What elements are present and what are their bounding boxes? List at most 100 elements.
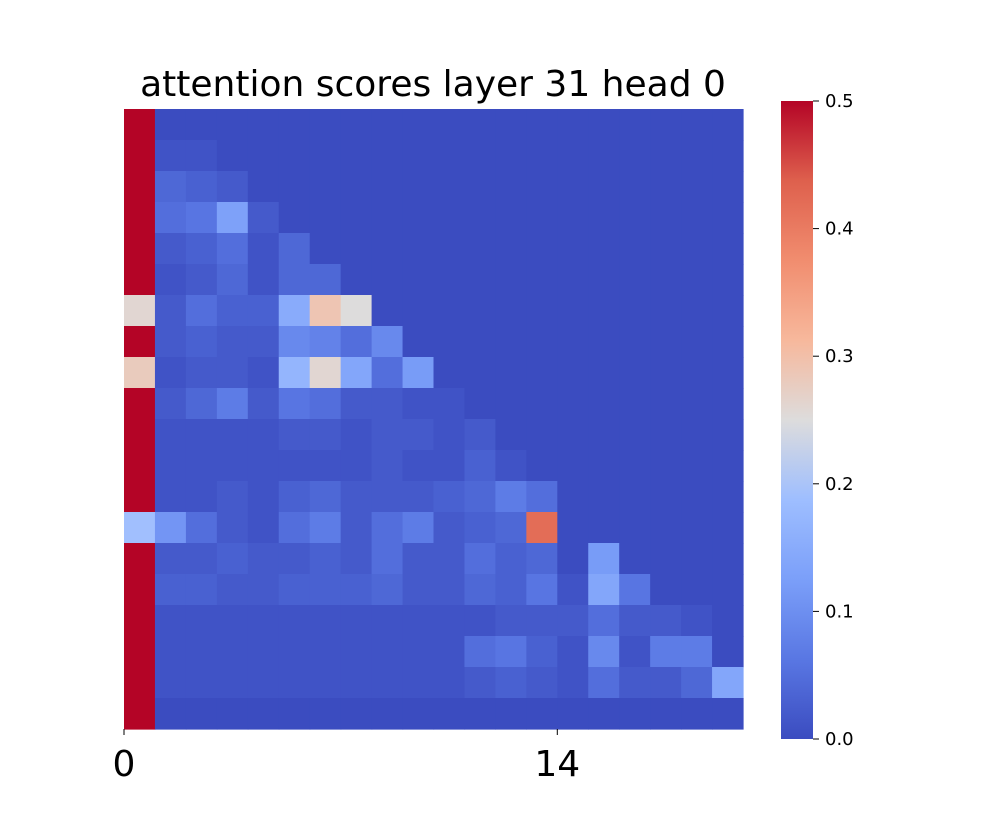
heatmap-cell [247,450,280,482]
heatmap-cell [402,419,435,451]
heatmap-cell [526,388,558,420]
heatmap-cell [309,636,342,668]
heatmap-cell [681,233,713,265]
heatmap-cell [464,512,496,544]
heatmap-cell [371,295,404,327]
heatmap-cell [340,295,373,327]
heatmap-cell [216,295,249,327]
heatmap-cell [557,202,589,234]
chart-title: attention scores layer 31 head 0 [140,64,726,105]
heatmap-cell [340,171,373,203]
heatmap-cell [495,326,527,358]
heatmap-cell [464,295,496,327]
heatmap-cell [588,140,620,172]
heatmap-cell [433,326,466,358]
heatmap-cell [340,543,373,575]
heatmap-cell [402,171,435,203]
heatmap-cell [588,202,620,234]
heatmap-cell [402,140,435,172]
heatmap-cell [340,605,373,637]
heatmap-cell [278,450,311,482]
heatmap-cell [278,667,311,699]
heatmap-cell [154,450,187,482]
heatmap-cell [309,512,342,544]
heatmap-cell [557,667,589,699]
heatmap-cell [185,698,218,730]
heatmap-cell [154,388,187,420]
heatmap-cell [712,450,744,482]
heatmap-cell [247,605,280,637]
heatmap-cell [340,481,373,513]
heatmap-cell [495,264,527,296]
heatmap-cell [526,202,558,234]
heatmap-cell [309,357,342,389]
heatmap-cell [619,171,651,203]
heatmap-cell [309,326,342,358]
heatmap-cell [278,512,311,544]
heatmap-cell [154,357,187,389]
heatmap-cell [712,357,744,389]
heatmap-cell [278,326,311,358]
heatmap-cell [185,109,218,141]
heatmap-cell [340,698,373,730]
heatmap-grid [124,109,744,730]
heatmap-cell [712,667,744,699]
heatmap-cell [309,605,342,637]
heatmap-cell [619,698,651,730]
heatmap-cell [154,574,187,606]
heatmap-cell [681,295,713,327]
heatmap-cell [588,171,620,203]
heatmap-cell [154,140,187,172]
heatmap-cell [619,636,651,668]
heatmap-cell [495,295,527,327]
heatmap-cell [247,171,280,203]
heatmap-cell [433,202,466,234]
heatmap-cell [712,605,744,637]
heatmap-cell [154,543,187,575]
heatmap-cell [557,543,589,575]
heatmap-cell [247,233,280,265]
heatmap-cell [526,574,558,606]
heatmap-cell [154,264,187,296]
heatmap-cell [526,233,558,265]
heatmap-cell [495,512,527,544]
heatmap-cell [650,636,682,668]
heatmap-cell [185,388,218,420]
heatmap-cell [278,636,311,668]
heatmap-cell [495,605,527,637]
heatmap-cell [247,512,280,544]
heatmap-cell [247,202,280,234]
heatmap-cell [433,295,466,327]
heatmap-cell [124,140,156,172]
heatmap-cell [619,419,651,451]
heatmap-cell [278,233,311,265]
heatmap-cell [340,450,373,482]
heatmap-cell [371,636,404,668]
heatmap-cell [402,481,435,513]
heatmap-cell [402,357,435,389]
colorbar: 0.0 0.1 0.2 0.3 0.4 0.5 [781,91,854,750]
heatmap-cell [588,574,620,606]
heatmap-cell [124,450,156,482]
heatmap-cell [371,388,404,420]
heatmap-cell [712,636,744,668]
heatmap-cell [371,171,404,203]
heatmap-cell [278,295,311,327]
heatmap-cell [464,388,496,420]
heatmap-cell [650,171,682,203]
heatmap-cell [124,202,156,234]
heatmap-cell [681,140,713,172]
heatmap-cell [124,512,156,544]
heatmap-cell [681,357,713,389]
heatmap-cell [402,450,435,482]
heatmap-cell [588,295,620,327]
heatmap-cell [526,264,558,296]
heatmap-cell [588,543,620,575]
heatmap-cell [402,202,435,234]
heatmap-cell [154,171,187,203]
heatmap-cell [681,202,713,234]
heatmap-cell [278,109,311,141]
heatmap-cell [526,419,558,451]
heatmap-cell [526,140,558,172]
heatmap-cell [526,481,558,513]
